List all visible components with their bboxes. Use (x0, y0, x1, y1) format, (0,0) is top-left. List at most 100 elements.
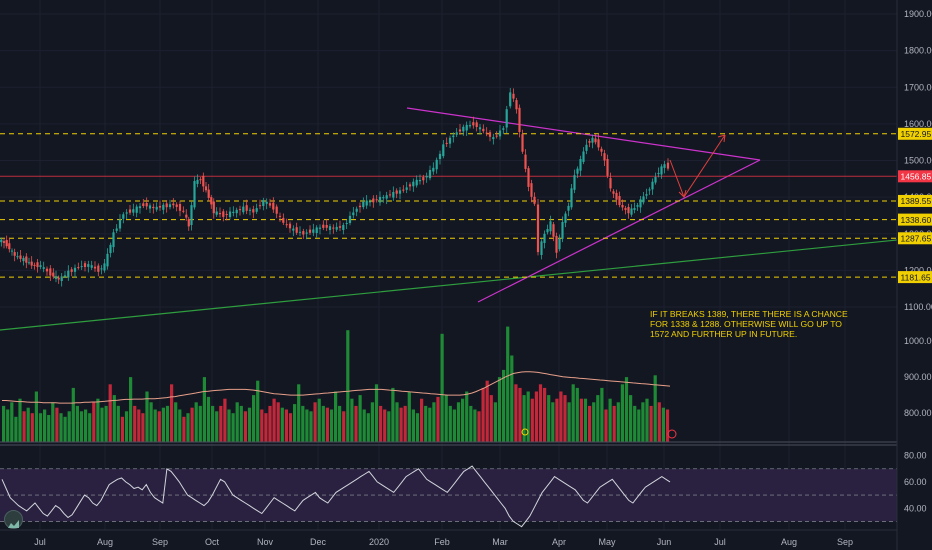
volume-bar (592, 402, 596, 442)
level-label-bg (898, 271, 932, 284)
time-axis[interactable]: Jul Aug Sep Oct Nov Dec 2020 Feb Mar Apr May Jun Jul… (0, 529, 897, 547)
candle-body (468, 125, 472, 127)
candle-body (352, 212, 355, 216)
volume-bar (305, 409, 309, 442)
volume-bar (616, 402, 620, 442)
volume-bar (309, 411, 313, 442)
volume-bar (403, 405, 407, 442)
volume-bar (661, 407, 665, 442)
volume-bar (211, 405, 215, 442)
volume-bar (149, 402, 153, 442)
volume-bar (583, 398, 588, 442)
volume-bar (14, 416, 18, 442)
arrow-head-icon (678, 189, 687, 198)
level-label-bg (898, 194, 932, 207)
rsi-panel (0, 444, 897, 528)
candle-body (402, 189, 405, 191)
candle-body (585, 144, 588, 151)
candle-body (657, 173, 660, 175)
candle-body (452, 135, 455, 138)
volume-bar (370, 402, 374, 442)
candle-body (33, 264, 36, 266)
volume-bar (120, 416, 124, 442)
candle-body (594, 138, 597, 143)
volume-bar (608, 398, 612, 442)
volume-bar (182, 416, 186, 442)
volume-bar (444, 395, 448, 442)
candle-body (90, 265, 93, 268)
candle-body (225, 214, 228, 215)
candle-body (651, 181, 654, 190)
candle-body (80, 266, 83, 268)
candle-body (138, 206, 142, 209)
candle-body (145, 203, 148, 207)
candle-body (597, 139, 600, 148)
time-tick-label: 2020 (369, 537, 389, 547)
candle-body (292, 228, 295, 231)
candle-body (648, 189, 651, 191)
candle-body (318, 227, 322, 229)
candle-body (235, 209, 238, 214)
candle-body (63, 275, 67, 277)
volume-bar (399, 407, 403, 442)
candle-body (70, 269, 73, 272)
candles (0, 87, 670, 287)
volume-bar (649, 405, 653, 442)
candle-body (600, 148, 603, 152)
candle-body (515, 100, 518, 110)
time-tick-label: Jul (714, 537, 726, 547)
volume-bar (514, 384, 518, 442)
candle-body (308, 229, 312, 233)
candle-body (445, 142, 448, 144)
volume-bar (276, 402, 280, 442)
level-label: 1456.85 (901, 172, 932, 182)
volume-bar (325, 407, 329, 442)
volume-bar (268, 405, 272, 442)
long-term-support-line (0, 239, 898, 331)
candle-body (185, 214, 188, 218)
volume-bar (219, 405, 223, 442)
volume-bar (604, 409, 608, 442)
projection-path (669, 134, 726, 199)
volume-marker (521, 428, 529, 436)
price-tick-label: 1500.00 (904, 156, 932, 166)
candle-body (636, 205, 639, 207)
volume-bar (293, 404, 297, 442)
volume-bar (567, 402, 571, 442)
candle-body (36, 262, 39, 268)
level-label: 1338.60 (901, 215, 932, 225)
candle-body (262, 200, 265, 206)
price-tick-label: 1600.00 (904, 119, 932, 129)
grid (0, 0, 897, 530)
volume-bar (620, 384, 624, 442)
volume-bar (477, 411, 481, 442)
volume-bar (75, 405, 79, 442)
volume-bar (67, 411, 71, 442)
candle-body (245, 205, 248, 211)
level-label-bg (898, 213, 932, 226)
price-tick-label: 1700.00 (904, 82, 932, 92)
candle-body (418, 180, 422, 182)
candle-body (202, 175, 205, 187)
volume-bar (395, 402, 399, 442)
candle-body (106, 253, 109, 267)
candle-body (27, 262, 31, 264)
candle-body (45, 268, 49, 272)
candle-body (212, 201, 215, 214)
candle-body (305, 232, 308, 234)
price-axis[interactable]: 1900.001800.001700.001600.001500.001400.… (896, 0, 932, 550)
volume-bar (633, 405, 637, 442)
candle-body (382, 197, 385, 199)
candle-body (639, 199, 642, 208)
candle-body (30, 261, 33, 266)
tradingview-logo-icon[interactable] (4, 510, 23, 529)
volume-bar (329, 409, 334, 442)
candle-body (654, 177, 657, 183)
volume-bar (30, 413, 34, 442)
candle-body (552, 224, 555, 237)
level-label: 1181.65 (901, 272, 931, 282)
candle-body (288, 223, 292, 229)
candle-body (312, 229, 315, 233)
candle-body (285, 224, 288, 226)
